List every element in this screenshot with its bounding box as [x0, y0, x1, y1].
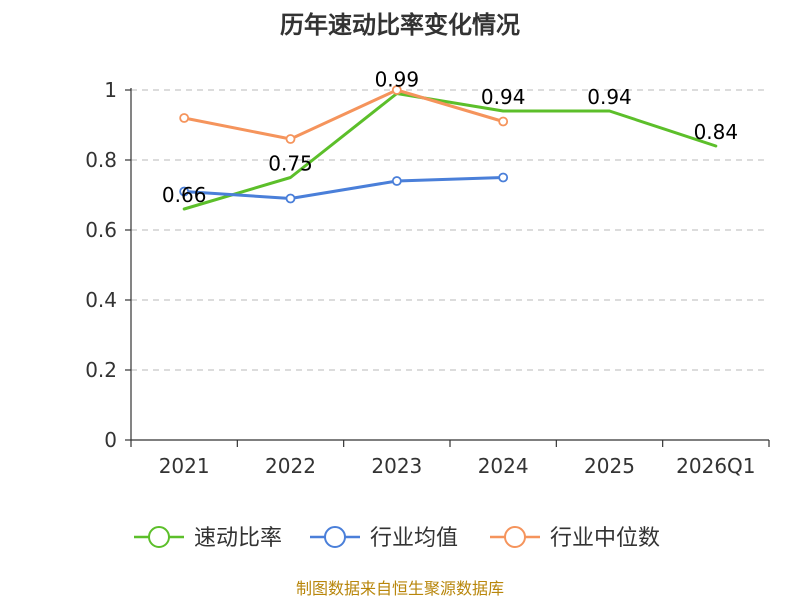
- legend-marker-quick-ratio: [148, 526, 170, 548]
- legend-label-industry-average: 行业均值: [370, 526, 458, 551]
- legend: 速动比率 行业均值 行业中位数: [134, 526, 660, 551]
- grid-lines: [131, 89, 769, 371]
- x-tick-label: 2026Q1: [676, 454, 755, 478]
- data-point-industry-average: [498, 172, 509, 183]
- data-point-industry-average: [391, 176, 402, 186]
- data-label-quick-ratio: 0.84: [694, 120, 739, 144]
- series-line-industry-average: [182, 176, 505, 200]
- data-point-industry-median: [285, 134, 296, 144]
- series-lines: [179, 85, 718, 211]
- series-line-quick-ratio: [182, 92, 718, 211]
- x-tick-label: 2021: [159, 454, 210, 478]
- data-labels: 0.66 0.75 0.99 0.94 0.94 0.84: [162, 68, 738, 208]
- source-note: 制图数据来自恒生聚源数据库: [296, 579, 504, 598]
- data-label-quick-ratio: 0.75: [268, 152, 313, 176]
- data-label-quick-ratio: 0.94: [481, 85, 526, 109]
- x-tick-label: 2023: [371, 454, 422, 478]
- legend-label-industry-median: 行业中位数: [550, 526, 660, 551]
- legend-marker-industry-average: [324, 526, 346, 548]
- data-point-industry-median: [179, 113, 190, 123]
- data-label-quick-ratio: 0.99: [375, 68, 420, 92]
- data-label-quick-ratio: 0.94: [587, 85, 632, 109]
- y-tick-label: 0.2: [85, 358, 117, 382]
- chart-title: 历年速动比率变化情况: [280, 11, 520, 39]
- x-tick-label: 2024: [478, 454, 529, 478]
- axes: 0 0.2 0.4 0.6 0.8 1 2021 2022 2023 2024 2025 2026Q1: [85, 78, 770, 478]
- legend-label-quick-ratio: 速动比率: [194, 526, 282, 551]
- legend-marker-industry-median: [504, 526, 526, 548]
- y-tick-label: 0: [104, 428, 117, 452]
- data-point-industry-average: [179, 186, 190, 197]
- y-tick-label: 0.8: [85, 148, 117, 172]
- data-point-industry-median: [391, 85, 402, 95]
- x-tick-label: 2022: [265, 454, 316, 478]
- series-line-industry-median: [182, 88, 505, 141]
- data-point-industry-median: [498, 116, 509, 127]
- x-tick-label: 2025: [584, 454, 635, 478]
- data-point-industry-average: [285, 193, 296, 204]
- data-label-quick-ratio: 0.66: [162, 183, 207, 207]
- y-tick-label: 0.6: [85, 218, 117, 242]
- y-tick-label: 1: [104, 78, 117, 102]
- y-tick-label: 0.4: [85, 288, 117, 312]
